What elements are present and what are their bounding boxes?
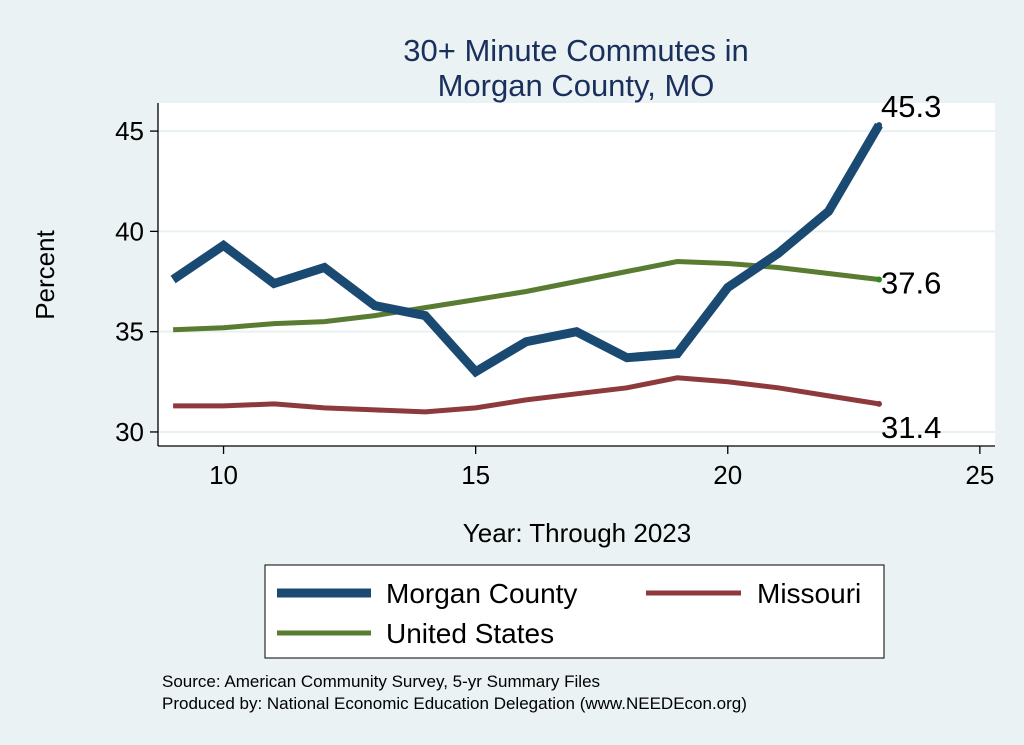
series-line-missouri [173, 375, 880, 415]
end-labels: 45.3 31.4 37.6 [881, 89, 941, 445]
axes: 30 35 40 45 10 15 20 25 [115, 103, 995, 490]
end-marker-morgan-county [876, 122, 883, 129]
legend-label-united-states: United States [386, 618, 554, 649]
chart-title-line-1: 30+ Minute Commutes in [403, 33, 748, 68]
end-label-united-states: 37.6 [881, 266, 941, 301]
end-label-morgan-county: 45.3 [881, 89, 941, 124]
end-marker-united-states [876, 276, 883, 283]
producer-note: Produced by: National Economic Education… [162, 694, 747, 713]
x-tick-label-20: 20 [713, 460, 742, 490]
legend-box [264, 564, 885, 659]
x-tick-label-15: 15 [461, 460, 490, 490]
y-tick-label-40: 40 [115, 216, 144, 246]
series-lines [170, 122, 883, 415]
source-note: Source: American Community Survey, 5-yr … [162, 672, 600, 691]
legend-label-morgan-county: Morgan County [386, 578, 577, 609]
end-marker-missouri [876, 400, 883, 407]
end-label-missouri: 31.4 [881, 410, 941, 445]
y-axis-title: Percent [30, 229, 60, 319]
y-tick-label-45: 45 [115, 116, 144, 146]
chart-title-line-2: Morgan County, MO [438, 68, 715, 103]
series-line-morgan-county [170, 122, 883, 378]
x-axis-title: Year: Through 2023 [463, 518, 691, 548]
x-tick-label-10: 10 [209, 460, 238, 490]
legend-label-missouri: Missouri [757, 578, 861, 609]
y-tick-label-35: 35 [115, 317, 144, 347]
y-tick-label-30: 30 [115, 417, 144, 447]
x-tick-label-25: 25 [965, 460, 994, 490]
